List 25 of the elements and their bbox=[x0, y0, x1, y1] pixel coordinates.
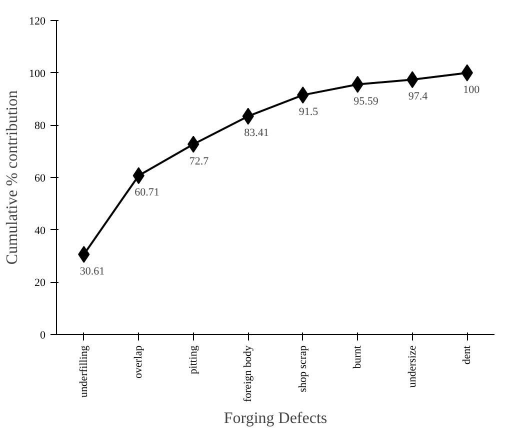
x-tick-label: pitting bbox=[187, 345, 200, 374]
y-axis-title: Cumulative % contribution bbox=[4, 90, 21, 265]
data-label: 83.41 bbox=[244, 127, 269, 140]
y-tick-label: 100 bbox=[29, 68, 46, 80]
x-tick-label: underfilling bbox=[78, 345, 90, 398]
x-tick-label: foreign body bbox=[242, 345, 254, 402]
data-label: 72.7 bbox=[189, 155, 210, 168]
data-label: 91.5 bbox=[298, 106, 319, 118]
data-label: 60.71 bbox=[134, 186, 160, 199]
y-tick-label: 20 bbox=[34, 277, 46, 290]
data-label: 97.4 bbox=[408, 90, 428, 103]
data-label: 100 bbox=[463, 84, 480, 96]
x-tick-label: burnt bbox=[352, 345, 364, 369]
x-tick-label: undersize bbox=[406, 345, 418, 388]
x-axis-title: Forging Defects bbox=[224, 410, 328, 428]
x-tick-label: dent bbox=[461, 345, 474, 364]
y-tick-label: 40 bbox=[34, 224, 46, 237]
y-tick-label: 120 bbox=[29, 16, 46, 28]
y-tick-label: 60 bbox=[34, 172, 46, 184]
x-tick-label: shop scrap bbox=[296, 345, 309, 392]
y-tick-label: 0 bbox=[40, 330, 46, 342]
x-tick-label: overlap bbox=[132, 345, 145, 378]
data-label: 95.59 bbox=[354, 95, 379, 108]
data-label: 30.61 bbox=[80, 265, 105, 278]
y-tick-label: 80 bbox=[34, 120, 46, 132]
